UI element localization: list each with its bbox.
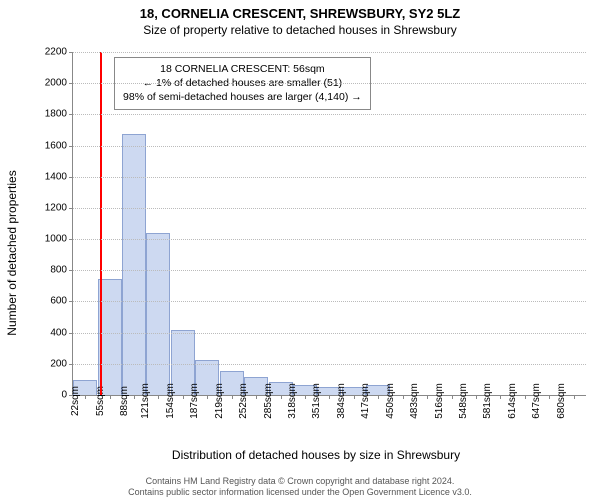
- x-tick: [476, 395, 477, 399]
- gridline: [73, 177, 586, 178]
- x-tick-label: 351sqm: [312, 383, 323, 419]
- x-tick: [207, 395, 208, 399]
- gridline: [73, 239, 586, 240]
- bar-slot: 680sqm: [561, 52, 585, 395]
- x-axis-label: Distribution of detached houses by size …: [172, 448, 460, 462]
- x-tick: [427, 395, 428, 399]
- footer-line-2: Contains public sector information licen…: [0, 487, 600, 498]
- gridline: [73, 301, 586, 302]
- gridline: [73, 333, 586, 334]
- x-tick: [256, 395, 257, 399]
- y-tick-label: 1400: [45, 171, 73, 182]
- y-tick-label: 800: [50, 265, 73, 276]
- x-tick-label: 219sqm: [214, 383, 225, 419]
- gridline: [73, 83, 586, 84]
- x-tick: [232, 395, 233, 399]
- y-tick-label: 1000: [45, 234, 73, 245]
- x-tick: [403, 395, 404, 399]
- plot-area: 22sqm55sqm88sqm121sqm154sqm187sqm219sqm2…: [72, 52, 586, 396]
- x-tick: [549, 395, 550, 399]
- x-tick-label: 581sqm: [483, 383, 494, 419]
- bar-slot: 581sqm: [488, 52, 512, 395]
- bar-slot: 22sqm: [73, 52, 97, 395]
- x-tick-label: 450sqm: [385, 383, 396, 419]
- x-tick: [525, 395, 526, 399]
- x-tick: [574, 395, 575, 399]
- x-tick: [354, 395, 355, 399]
- x-tick: [452, 395, 453, 399]
- x-tick-label: 614sqm: [507, 383, 518, 419]
- y-tick-label: 1800: [45, 109, 73, 120]
- x-tick-label: 417sqm: [360, 383, 371, 419]
- y-tick-label: 200: [50, 358, 73, 369]
- x-tick: [110, 395, 111, 399]
- x-tick-label: 647sqm: [531, 383, 542, 419]
- x-tick-label: 88sqm: [119, 386, 130, 416]
- x-tick: [500, 395, 501, 399]
- annotation-line: 98% of semi-detached houses are larger (…: [123, 90, 362, 104]
- bar-slot: 483sqm: [415, 52, 439, 395]
- bar-slot: 614sqm: [513, 52, 537, 395]
- page-subtitle: Size of property relative to detached ho…: [0, 23, 600, 37]
- bar-slot: 516sqm: [439, 52, 463, 395]
- y-tick-label: 2200: [45, 47, 73, 58]
- chart-container: Number of detached properties 22sqm55sqm…: [42, 48, 590, 458]
- gridline: [73, 114, 586, 115]
- annotation-line: 18 CORNELIA CRESCENT: 56sqm: [123, 62, 362, 76]
- x-tick-label: 483sqm: [409, 383, 420, 419]
- x-tick-label: 548sqm: [458, 383, 469, 419]
- bar: [146, 233, 170, 395]
- y-tick-label: 1600: [45, 140, 73, 151]
- x-tick-label: 285sqm: [263, 383, 274, 419]
- gridline: [73, 270, 586, 271]
- x-tick: [183, 395, 184, 399]
- x-tick-label: 384sqm: [336, 383, 347, 419]
- y-axis-label: Number of detached properties: [5, 170, 19, 335]
- x-tick-label: 318sqm: [287, 383, 298, 419]
- x-tick-label: 680sqm: [556, 383, 567, 419]
- x-tick: [329, 395, 330, 399]
- gridline: [73, 146, 586, 147]
- x-tick-label: 187sqm: [190, 383, 201, 419]
- y-tick-label: 400: [50, 327, 73, 338]
- gridline: [73, 208, 586, 209]
- x-tick: [305, 395, 306, 399]
- y-tick-label: 0: [61, 390, 73, 401]
- bar-slot: 548sqm: [464, 52, 488, 395]
- x-tick-label: 154sqm: [165, 383, 176, 419]
- gridline: [73, 364, 586, 365]
- x-tick: [158, 395, 159, 399]
- page-title: 18, CORNELIA CRESCENT, SHREWSBURY, SY2 5…: [0, 0, 600, 21]
- x-tick: [281, 395, 282, 399]
- gridline: [73, 52, 586, 53]
- x-tick: [134, 395, 135, 399]
- x-tick-label: 121sqm: [141, 383, 152, 419]
- footer: Contains HM Land Registry data © Crown c…: [0, 476, 600, 499]
- bar-slot: 647sqm: [537, 52, 561, 395]
- x-tick-label: 252sqm: [238, 383, 249, 419]
- y-tick-label: 600: [50, 296, 73, 307]
- x-tick: [378, 395, 379, 399]
- x-tick-label: 516sqm: [434, 383, 445, 419]
- bar: [122, 134, 146, 395]
- reference-line: [100, 52, 102, 395]
- footer-line-1: Contains HM Land Registry data © Crown c…: [0, 476, 600, 487]
- bar-slot: 450sqm: [390, 52, 414, 395]
- y-tick-label: 2000: [45, 78, 73, 89]
- x-tick: [85, 395, 86, 399]
- y-tick-label: 1200: [45, 202, 73, 213]
